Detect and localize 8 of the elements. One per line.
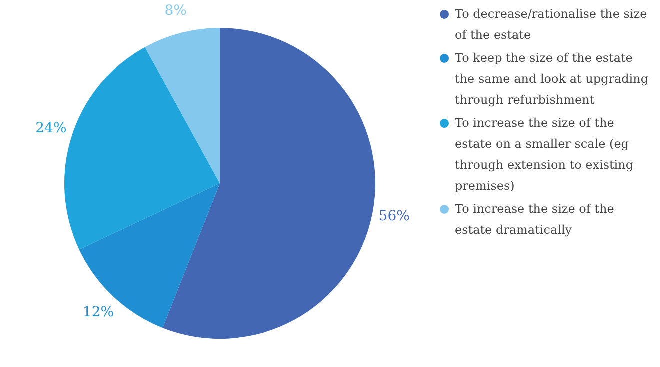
data-label: 12% (82, 304, 114, 321)
data-label: 24% (36, 120, 67, 136)
legend-label: To keep the size of the estate the same and look at upgrading through refurbishment (455, 50, 650, 109)
data-label: 56% (378, 208, 410, 224)
data-label: 8% (164, 3, 187, 20)
legend-label: To increase the size of the estate dramatically (455, 201, 616, 239)
legend-label: To decrease/rationalise the size of the estate (455, 6, 648, 44)
legend-label: To increase the size of the estate on a smaller scale (eg through extension to existing premises) (455, 115, 635, 195)
